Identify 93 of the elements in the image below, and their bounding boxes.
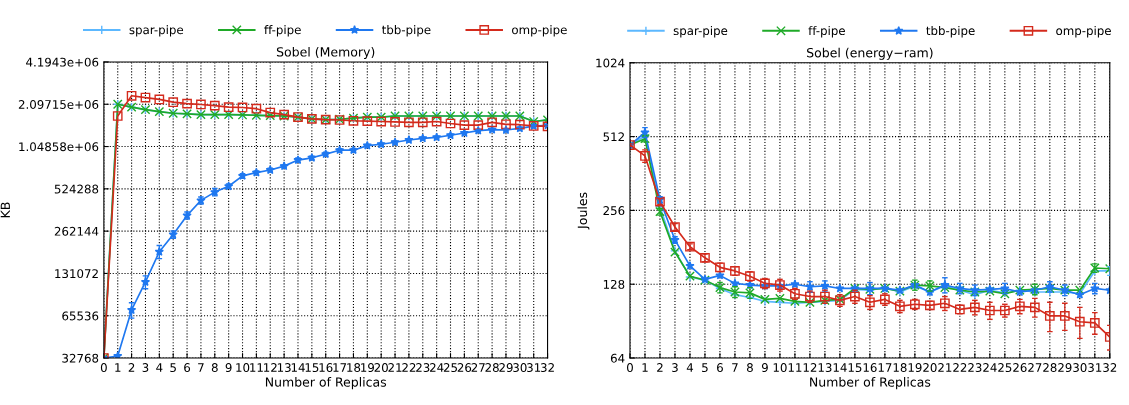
x-tick-label: 3 [672, 363, 678, 373]
y-tick-label: 1.04858e+06 [19, 142, 99, 152]
x-tick-label: 1 [642, 363, 648, 372]
x-tick-label: 24 [983, 363, 997, 372]
x-tick-label: 20 [374, 363, 388, 373]
y-tick-label: 65536 [62, 311, 99, 321]
x-tick-label: 14 [833, 363, 847, 372]
x-tick-label: 0 [627, 363, 633, 373]
x-tick-label: 11 [250, 363, 263, 372]
x-tick-label: 19 [361, 363, 374, 373]
x-tick-label: 30 [1073, 363, 1087, 373]
legend-label: spar-pipe [129, 25, 184, 37]
x-tick-label: 28 [1043, 363, 1057, 373]
x-tick-label: 19 [908, 363, 922, 373]
x-tick-label: 17 [878, 363, 892, 372]
x-axis-title: Number of Replicas [810, 377, 931, 390]
x-tick-label: 6 [184, 363, 191, 373]
x-tick-label: 5 [170, 363, 176, 373]
x-tick-label: 18 [893, 363, 907, 373]
x-tick-label: 4 [156, 363, 163, 372]
x-tick-label: 32 [1103, 363, 1117, 373]
legend-label: tbb-pipe [382, 25, 431, 37]
x-tick-label: 30 [513, 363, 527, 373]
x-tick-label: 1 [115, 363, 121, 372]
y-tick-label: 128 [603, 279, 625, 289]
x-tick-label: 10 [773, 363, 787, 373]
x-tick-label: 0 [100, 363, 107, 373]
y-tick-label: 32768 [62, 353, 99, 363]
x-tick-label: 15 [305, 363, 319, 373]
x-tick-label: 2 [128, 363, 135, 372]
x-tick-label: 7 [732, 363, 738, 372]
x-tick-label: 9 [225, 363, 232, 373]
y-tick-label: 524288 [54, 184, 99, 194]
legend-label: ff-pipe [264, 25, 301, 37]
x-tick-label: 15 [848, 363, 862, 373]
x-tick-label: 31 [1088, 363, 1102, 373]
x-tick-label: 29 [499, 363, 513, 373]
x-tick-label: 8 [746, 363, 753, 373]
chart-title: Sobel (energy−ram) [807, 47, 933, 60]
x-tick-label: 25 [443, 363, 457, 373]
y-tick-label: 256 [603, 206, 625, 216]
x-tick-label: 27 [1028, 363, 1042, 372]
x-tick-label: 2 [657, 363, 663, 372]
x-tick-label: 17 [333, 363, 347, 372]
x-tick-label: 22 [402, 363, 416, 372]
legend-label: omp-pipe [512, 25, 567, 37]
x-tick-label: 6 [717, 363, 723, 373]
x-tick-label: 28 [485, 363, 499, 373]
x-tick-label: 26 [1013, 363, 1027, 373]
x-tick-label: 18 [347, 363, 361, 373]
y-tick-label: 512 [603, 132, 624, 142]
x-tick-label: 8 [211, 363, 218, 373]
x-axis-title: Number of Replicas [265, 377, 387, 390]
y-axis-title: KB [0, 202, 10, 218]
chart-title: Sobel (Memory) [276, 46, 375, 60]
x-tick-label: 24 [429, 363, 444, 372]
x-tick-label: 22 [953, 363, 967, 372]
x-tick-label: 27 [471, 363, 485, 372]
x-tick-label: 32 [540, 363, 554, 373]
x-tick-label: 7 [198, 363, 204, 372]
legend-label: omp-pipe [1056, 25, 1111, 38]
x-tick-label: 29 [1058, 363, 1072, 373]
x-tick-label: 10 [236, 363, 250, 373]
x-tick-label: 4 [686, 363, 694, 372]
x-tick-label: 11 [788, 363, 802, 372]
x-tick-label: 14 [291, 363, 305, 372]
x-tick-label: 23 [416, 363, 430, 373]
x-tick-label: 5 [702, 363, 708, 373]
y-tick-label: 131072 [55, 269, 98, 279]
legend-label: tbb-pipe [926, 25, 975, 38]
legend-label: spar-pipe [673, 25, 728, 38]
x-tick-label: 13 [818, 363, 832, 373]
x-tick-label: 21 [388, 363, 402, 372]
x-tick-label: 21 [938, 363, 952, 372]
x-tick-label: 16 [863, 363, 877, 373]
x-tick-label: 25 [998, 363, 1012, 373]
x-tick-label: 23 [968, 363, 982, 373]
x-tick-label: 20 [923, 363, 937, 373]
x-tick-label: 9 [761, 363, 768, 373]
x-tick-label: 3 [142, 363, 149, 373]
x-tick-label: 13 [277, 363, 291, 373]
x-tick-label: 26 [457, 363, 472, 373]
y-tick-label: 2.09715e+06 [18, 99, 99, 109]
x-tick-label: 12 [803, 363, 817, 372]
y-tick-label: 262144 [54, 226, 99, 236]
x-tick-label: 31 [527, 363, 541, 373]
y-tick-label: 64 [610, 353, 625, 363]
y-axis-title: Joules [577, 192, 590, 230]
legend-label: ff-pipe [808, 25, 845, 38]
y-tick-label: 4.1943e+06 [26, 57, 99, 67]
y-tick-label: 1024 [596, 58, 625, 68]
x-tick-label: 16 [319, 363, 333, 373]
x-tick-label: 12 [264, 363, 277, 372]
